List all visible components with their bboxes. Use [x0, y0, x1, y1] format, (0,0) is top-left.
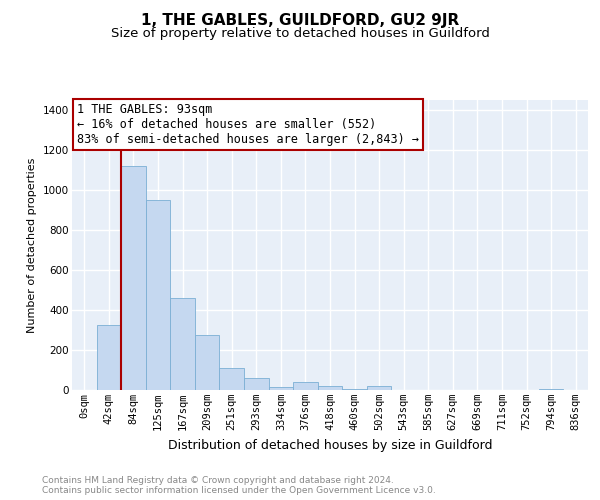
Bar: [170, 298, 195, 390]
X-axis label: Distribution of detached houses by size in Guildford: Distribution of detached houses by size …: [168, 438, 492, 452]
Bar: [269, 387, 293, 390]
Bar: [318, 386, 342, 390]
Text: Contains HM Land Registry data © Crown copyright and database right 2024.
Contai: Contains HM Land Registry data © Crown c…: [42, 476, 436, 495]
Bar: [342, 389, 367, 390]
Bar: [220, 368, 244, 390]
Bar: [367, 386, 391, 390]
Bar: [146, 200, 170, 390]
Bar: [293, 382, 318, 390]
Bar: [539, 389, 563, 390]
Y-axis label: Number of detached properties: Number of detached properties: [28, 158, 37, 332]
Bar: [121, 166, 146, 390]
Bar: [195, 335, 220, 390]
Bar: [97, 325, 121, 390]
Text: 1 THE GABLES: 93sqm
← 16% of detached houses are smaller (552)
83% of semi-detac: 1 THE GABLES: 93sqm ← 16% of detached ho…: [77, 103, 419, 146]
Bar: [244, 378, 269, 390]
Text: Size of property relative to detached houses in Guildford: Size of property relative to detached ho…: [110, 28, 490, 40]
Text: 1, THE GABLES, GUILDFORD, GU2 9JR: 1, THE GABLES, GUILDFORD, GU2 9JR: [141, 12, 459, 28]
